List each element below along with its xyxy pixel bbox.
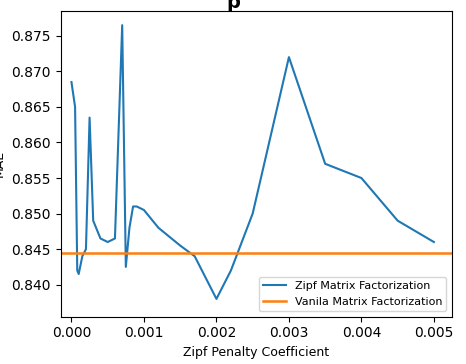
Zipf Matrix Factorization	[322, 162, 328, 166]
Zipf Matrix Factorization	[156, 226, 161, 230]
Zipf Matrix Factorization	[250, 211, 255, 216]
Zipf Matrix Factorization	[83, 247, 89, 251]
Zipf Matrix Factorization	[228, 268, 234, 273]
Zipf Matrix Factorization	[90, 218, 96, 223]
Zipf Matrix Factorization	[134, 204, 139, 209]
Y-axis label: MAE: MAE	[0, 150, 6, 177]
Zipf Matrix Factorization	[80, 254, 85, 258]
Zipf Matrix Factorization	[105, 240, 110, 244]
Zipf Matrix Factorization	[395, 218, 400, 223]
Legend: Zipf Matrix Factorization, Vanila Matrix Factorization: Zipf Matrix Factorization, Vanila Matrix…	[259, 277, 446, 311]
Zipf Matrix Factorization	[213, 297, 219, 301]
Zipf Matrix Factorization	[76, 272, 82, 276]
Zipf Matrix Factorization	[286, 55, 292, 59]
Zipf Matrix Factorization	[112, 236, 118, 241]
Zipf Matrix Factorization	[431, 240, 437, 244]
Line: Zipf Matrix Factorization: Zipf Matrix Factorization	[71, 25, 434, 299]
Zipf Matrix Factorization	[72, 105, 78, 109]
Zipf Matrix Factorization	[75, 268, 80, 273]
Zipf Matrix Factorization	[192, 254, 198, 258]
Zipf Matrix Factorization	[123, 265, 129, 269]
Zipf Matrix Factorization	[178, 244, 183, 248]
Zipf Matrix Factorization	[141, 208, 147, 212]
Zipf Matrix Factorization	[359, 176, 364, 180]
Zipf Matrix Factorization	[69, 80, 74, 84]
Zipf Matrix Factorization	[130, 204, 136, 209]
Zipf Matrix Factorization	[87, 115, 92, 120]
Zipf Matrix Factorization	[119, 23, 125, 27]
X-axis label: Zipf Penalty Coefficient: Zipf Penalty Coefficient	[183, 346, 329, 359]
Zipf Matrix Factorization	[127, 226, 132, 230]
Text: p: p	[226, 0, 240, 12]
Zipf Matrix Factorization	[98, 236, 103, 241]
